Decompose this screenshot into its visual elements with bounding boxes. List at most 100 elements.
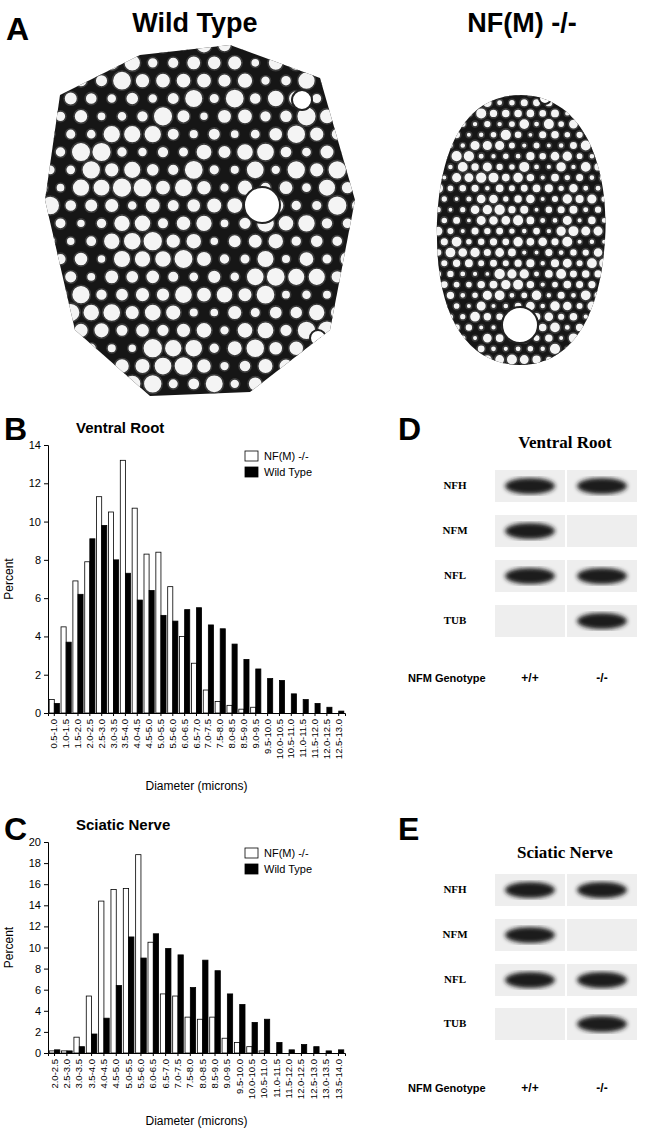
- tick-mark: [165, 1053, 166, 1056]
- x-tick: 7.0-7.5: [172, 1053, 183, 1089]
- axon: [570, 164, 576, 170]
- axon: [66, 165, 76, 175]
- axon: [488, 194, 498, 204]
- y-tick: 14: [29, 899, 48, 911]
- axon: [482, 140, 493, 151]
- bar: [79, 1047, 84, 1053]
- axon: [564, 131, 571, 138]
- x-tick: 8.0-8.5: [226, 713, 237, 749]
- row-label: NFL: [444, 569, 466, 581]
- axon: [549, 343, 561, 355]
- tick-mark: [264, 1053, 265, 1056]
- bar: [173, 621, 178, 713]
- axon: [533, 164, 539, 170]
- axon: [576, 302, 584, 310]
- axon: [594, 141, 603, 150]
- bar: [301, 1045, 306, 1053]
- y-axis-title: Percent: [2, 926, 16, 968]
- axon: [126, 92, 139, 105]
- axon: [582, 206, 589, 213]
- tick-mark: [303, 713, 304, 716]
- tick-mark: [177, 1053, 178, 1056]
- axon: [65, 57, 77, 69]
- tick-label: 5.0-5.5: [155, 719, 166, 749]
- axon: [551, 195, 559, 203]
- tick-label: 12: [29, 477, 41, 489]
- axon: [63, 376, 78, 391]
- tick-label: 4.0-4.5: [131, 719, 142, 749]
- band: [505, 972, 555, 988]
- axon: [533, 271, 540, 278]
- x-axis: 2.0-2.52.5-3.03.0-3.53.5-4.04.0-4.54.5-5…: [49, 1053, 346, 1099]
- tick-mark: [44, 990, 48, 991]
- tick-mark: [172, 713, 173, 716]
- axon: [513, 172, 524, 183]
- axon: [228, 234, 241, 247]
- blot-strip: [567, 560, 637, 592]
- tick-label: 3.0-3.5: [73, 1059, 84, 1089]
- axon: [331, 270, 344, 283]
- bar: [208, 625, 213, 713]
- axon: [210, 237, 219, 246]
- axon: [174, 286, 192, 304]
- bar: [108, 512, 113, 713]
- axon: [64, 342, 77, 355]
- axon: [165, 305, 181, 321]
- axon: [74, 74, 87, 87]
- axon: [86, 379, 97, 390]
- axon: [489, 237, 498, 246]
- axon: [466, 346, 472, 352]
- axon: [289, 341, 304, 356]
- axon: [601, 195, 608, 202]
- axon: [74, 323, 89, 338]
- tick-mark: [243, 713, 244, 716]
- y-tick: 6: [35, 984, 48, 996]
- axon: [309, 162, 324, 177]
- axon: [582, 185, 589, 192]
- axon: [483, 312, 492, 321]
- axon: [51, 35, 70, 54]
- row-label: NFM: [442, 524, 468, 536]
- x-tick: 3.5-4.0: [119, 713, 130, 749]
- x-tick: 10.5-11.0: [285, 713, 296, 758]
- axon: [427, 279, 438, 290]
- x-tick: 9.0-9.5: [250, 713, 261, 749]
- axon: [105, 270, 119, 284]
- micrograph-title: NF(M) -/-: [467, 8, 576, 38]
- bar: [222, 1038, 227, 1053]
- axon: [427, 130, 438, 141]
- band: [577, 972, 627, 988]
- axon: [491, 324, 497, 330]
- axon: [550, 130, 559, 139]
- axon: [472, 121, 478, 127]
- axon: [322, 254, 333, 265]
- bar: [227, 705, 232, 713]
- axon: [465, 323, 473, 331]
- axon: [146, 270, 160, 284]
- axon: [453, 110, 461, 118]
- axon: [594, 206, 602, 214]
- x-tick: 6.5-7.0: [191, 713, 202, 749]
- axon: [458, 247, 468, 257]
- axon: [206, 198, 222, 214]
- tick-mark: [267, 713, 268, 716]
- axon: [441, 217, 448, 224]
- axon: [501, 87, 511, 97]
- axon: [569, 270, 578, 279]
- bar: [90, 539, 95, 713]
- x-tick: 12.0-12.5: [321, 713, 332, 759]
- axon: [477, 238, 485, 246]
- axon: [533, 121, 539, 127]
- axon: [261, 76, 271, 86]
- axon: [56, 183, 65, 192]
- axon: [557, 205, 566, 214]
- axon: [440, 237, 449, 246]
- axon: [156, 288, 170, 302]
- axon: [491, 303, 497, 309]
- axon: [30, 71, 50, 91]
- axon: [589, 239, 595, 245]
- axon: [448, 207, 453, 212]
- axon: [36, 41, 45, 50]
- axon: [302, 40, 311, 49]
- tick-mark: [289, 1053, 290, 1056]
